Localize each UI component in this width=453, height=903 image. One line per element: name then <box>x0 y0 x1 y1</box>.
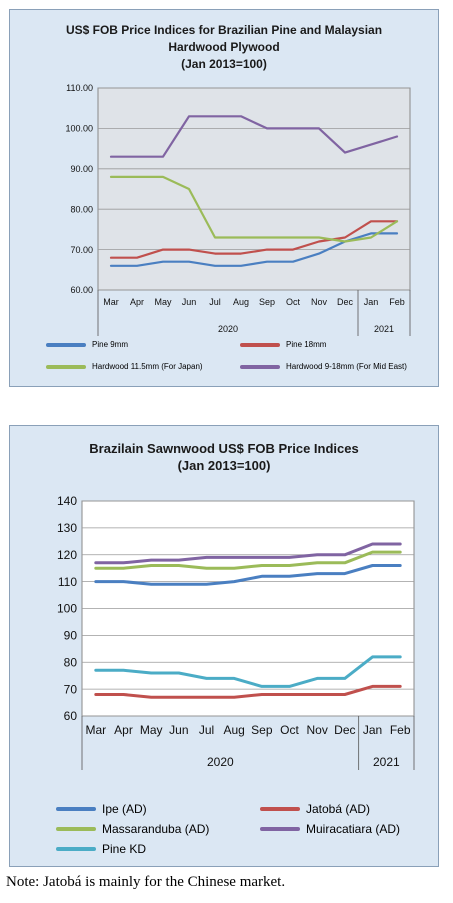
legend-swatch <box>56 847 96 851</box>
legend-item: Hardwood 11.5mm (For Japan) <box>46 362 203 371</box>
y-tick-label: 80.00 <box>70 204 93 214</box>
chart-title-text: Brazilain Sawnwood US$ FOB Price Indices <box>89 441 359 456</box>
x-tick-label: Jul <box>199 723 214 737</box>
year-label: 2020 <box>207 755 234 769</box>
x-tick-label: Jun <box>182 297 197 307</box>
x-tick-label: Feb <box>389 297 405 307</box>
y-tick-label: 120 <box>57 548 77 562</box>
year-label: 2020 <box>218 324 238 334</box>
legend-swatch <box>240 342 280 347</box>
legend-label: Ipe (AD) <box>102 802 147 816</box>
x-tick-label: Jun <box>169 723 188 737</box>
x-tick-label: Jul <box>209 297 221 307</box>
sawnwood-line-chart: 60 70 80 90 100 110 120 130 140 Mar Apr May Jun Jul Au… <box>57 494 415 770</box>
x-tick-label: Feb <box>390 723 411 737</box>
x-tick-label: Apr <box>114 723 133 737</box>
plywood-chart-panel: US$ FOB Price Indices for Brazilian Pine… <box>9 9 439 387</box>
x-tick-label: Oct <box>280 723 299 737</box>
legend-swatch <box>56 807 96 811</box>
y-tick-label: 60.00 <box>70 285 93 295</box>
y-tick-label: 90.00 <box>70 164 93 174</box>
legend-item: Pine 9mm <box>46 340 128 349</box>
legend-swatch <box>56 827 96 831</box>
legend-swatch <box>46 342 86 347</box>
x-tick-label: Aug <box>223 723 244 737</box>
series-line-4 <box>94 655 402 688</box>
y-tick-label: 100.00 <box>65 124 93 134</box>
y-tick-label: 130 <box>57 521 77 535</box>
sawnwood-chart-panel: Brazilain Sawnwood US$ FOB Price Indices… <box>9 425 439 867</box>
legend-item: Hardwood 9-18mm (For Mid East) <box>240 362 407 371</box>
series-line-1 <box>109 220 399 259</box>
x-tick-label: Dec <box>337 297 354 307</box>
legend-swatch <box>260 807 300 811</box>
y-tick-label: 100 <box>57 602 77 616</box>
series-line-1 <box>94 684 402 699</box>
y-tick-label: 90 <box>64 629 78 643</box>
y-tick-label: 140 <box>57 494 77 508</box>
legend-swatch <box>260 827 300 831</box>
x-tick-label: Sep <box>259 297 275 307</box>
legend-item: Jatobá (AD) <box>260 802 370 816</box>
y-tick-label: 80 <box>64 655 78 669</box>
legend-label: Hardwood 11.5mm (For Japan) <box>92 362 203 371</box>
chart-subtitle: (Jan 2013=100) <box>181 57 267 71</box>
chart-title: Brazilain Sawnwood US$ FOB Price Indices… <box>10 440 438 474</box>
legend-label: Muiracatiara (AD) <box>306 822 401 836</box>
series-line-2 <box>109 175 399 243</box>
y-tick-label: 70 <box>64 682 78 696</box>
legend-item: Pine KD <box>56 842 146 856</box>
year-label: 2021 <box>374 324 394 334</box>
series-line-2 <box>94 550 402 570</box>
x-tick-label: Oct <box>286 297 301 307</box>
x-tick-label: Aug <box>233 297 249 307</box>
legend-item: Pine 18mm <box>240 340 326 349</box>
legend-label: Jatobá (AD) <box>306 802 371 816</box>
x-tick-label: Jan <box>363 723 382 737</box>
x-tick-label: Apr <box>130 297 144 307</box>
year-label: 2021 <box>373 755 400 769</box>
chart-title: US$ FOB Price Indices for Brazilian Pine… <box>10 22 438 73</box>
y-tick-label: 60 <box>64 709 78 723</box>
chart-subtitle: (Jan 2013=100) <box>177 458 271 473</box>
legend-item: Massaranduba (AD) <box>56 822 209 836</box>
x-tick-label: Dec <box>334 723 355 737</box>
legend-label: Hardwood 9-18mm (For Mid East) <box>286 362 407 371</box>
x-tick-label: May <box>140 723 163 737</box>
series-line-3 <box>94 542 402 565</box>
y-tick-label: 110.00 <box>66 83 93 93</box>
legend-label: Massaranduba (AD) <box>102 822 210 836</box>
x-tick-label: May <box>154 297 172 307</box>
legend-item: Ipe (AD) <box>56 802 147 816</box>
series-line-0 <box>94 564 402 586</box>
x-tick-label: Mar <box>103 297 119 307</box>
x-tick-label: Sep <box>251 723 273 737</box>
plot-area <box>97 87 411 291</box>
x-tick-label: Jan <box>364 297 379 307</box>
legend-label: Pine KD <box>102 842 147 856</box>
legend-item: Muiracatiara (AD) <box>260 822 400 836</box>
plywood-line-chart: 60.00 70.00 80.00 90.00 100.00 110.00 Mar Apr Ma… <box>65 83 411 336</box>
y-tick-label: 110 <box>58 575 77 589</box>
x-tick-label: Nov <box>311 297 328 307</box>
y-tick-label: 70.00 <box>70 245 93 255</box>
footnote: Note: Jatobá is mainly for the Chinese m… <box>6 874 286 890</box>
series-line-3 <box>109 115 399 158</box>
x-tick-label: Nov <box>306 723 327 737</box>
x-tick-label: Mar <box>85 723 106 737</box>
chart-title-text: US$ FOB Price Indices for Brazilian Pine… <box>65 23 383 54</box>
legend-swatch <box>46 364 86 369</box>
legend-label: Pine 9mm <box>92 340 129 349</box>
legend-swatch <box>240 364 280 369</box>
legend-label: Pine 18mm <box>286 340 327 349</box>
